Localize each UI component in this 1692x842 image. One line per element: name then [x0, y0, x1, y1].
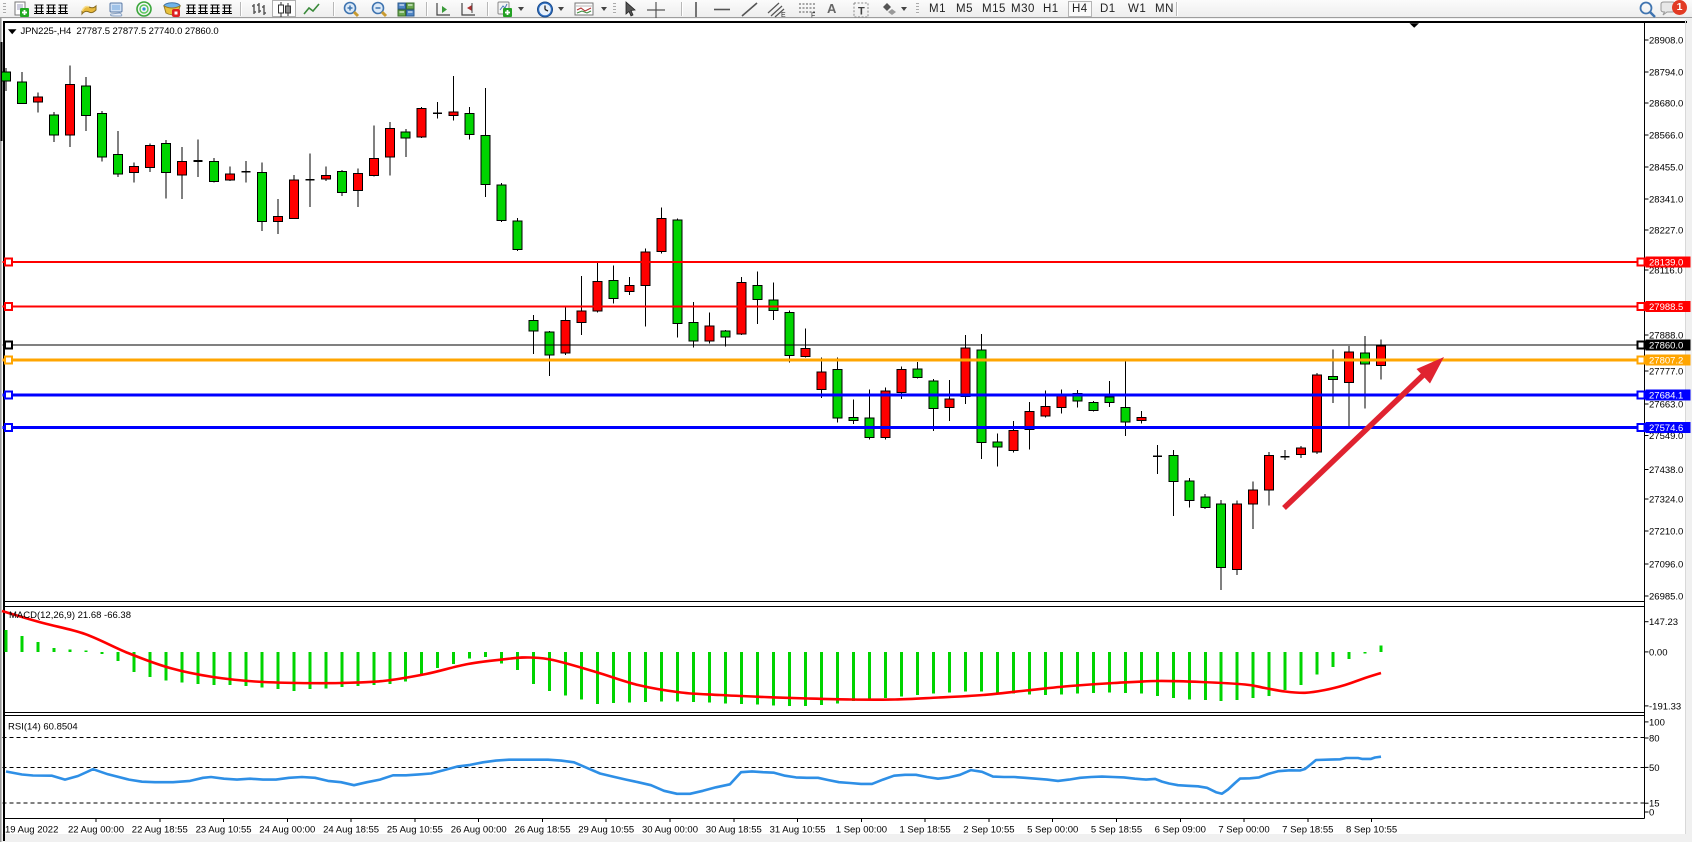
- svg-text:30 Aug 18:55: 30 Aug 18:55: [706, 825, 762, 836]
- svg-text:30 Aug 00:00: 30 Aug 00:00: [642, 825, 698, 836]
- svg-text:147.23: 147.23: [1649, 617, 1678, 628]
- svg-text:27549.0: 27549.0: [1649, 431, 1683, 442]
- svg-text:-191.33: -191.33: [1649, 701, 1681, 712]
- svg-text:27210.0: 27210.0: [1649, 527, 1683, 538]
- svg-text:27988.5: 27988.5: [1649, 302, 1683, 313]
- svg-text:19 Aug 2022: 19 Aug 2022: [5, 825, 58, 836]
- svg-text:0: 0: [1649, 808, 1654, 819]
- svg-text:28680.0: 28680.0: [1649, 99, 1683, 110]
- svg-text:28566.0: 28566.0: [1649, 131, 1683, 142]
- svg-text:15: 15: [1649, 799, 1660, 810]
- svg-text:27860.0: 27860.0: [1649, 341, 1683, 352]
- svg-text:31 Aug 10:55: 31 Aug 10:55: [770, 825, 826, 836]
- svg-text:24 Aug 00:00: 24 Aug 00:00: [259, 825, 315, 836]
- svg-text:27324.0: 27324.0: [1649, 495, 1683, 506]
- svg-text:28227.0: 28227.0: [1649, 226, 1683, 237]
- svg-text:28341.0: 28341.0: [1649, 195, 1683, 206]
- svg-text:50: 50: [1649, 763, 1660, 774]
- svg-text:26 Aug 18:55: 26 Aug 18:55: [515, 825, 571, 836]
- svg-text:5 Sep 00:00: 5 Sep 00:00: [1027, 825, 1078, 836]
- svg-text:RSI(14) 60.8504: RSI(14) 60.8504: [8, 721, 78, 732]
- svg-text:27888.0: 27888.0: [1649, 331, 1683, 342]
- svg-text:T: T: [858, 6, 865, 18]
- svg-text:24 Aug 18:55: 24 Aug 18:55: [323, 825, 379, 836]
- svg-text:28455.0: 28455.0: [1649, 163, 1683, 174]
- svg-text:23 Aug 10:55: 23 Aug 10:55: [196, 825, 252, 836]
- svg-text:27807.2: 27807.2: [1649, 355, 1683, 366]
- svg-text:6 Sep 09:00: 6 Sep 09:00: [1155, 825, 1206, 836]
- svg-text:27096.0: 27096.0: [1649, 560, 1683, 571]
- svg-text:5 Sep 18:55: 5 Sep 18:55: [1091, 825, 1142, 836]
- svg-text:E: E: [781, 12, 786, 18]
- svg-text:26985.0: 26985.0: [1649, 592, 1683, 603]
- svg-text:JPN225-,H4 27787.5 27877.5 27: JPN225-,H4 27787.5 27877.5 27740.0 27860…: [21, 26, 219, 37]
- svg-text:100: 100: [1649, 717, 1665, 728]
- svg-text:25 Aug 10:55: 25 Aug 10:55: [387, 825, 443, 836]
- svg-text:27684.1: 27684.1: [1649, 390, 1683, 401]
- svg-text:7 Sep 00:00: 7 Sep 00:00: [1218, 825, 1269, 836]
- svg-text:28139.0: 28139.0: [1649, 258, 1683, 269]
- svg-text:27663.0: 27663.0: [1649, 400, 1683, 411]
- svg-text:2 Sep 10:55: 2 Sep 10:55: [963, 825, 1014, 836]
- svg-text:26 Aug 00:00: 26 Aug 00:00: [451, 825, 507, 836]
- svg-text:28908.0: 28908.0: [1649, 36, 1683, 47]
- svg-text:1 Sep 00:00: 1 Sep 00:00: [836, 825, 887, 836]
- svg-text:80: 80: [1649, 734, 1660, 745]
- svg-text:MACD(12,26,9) 21.68 -66.38: MACD(12,26,9) 21.68 -66.38: [9, 610, 131, 621]
- svg-text:8 Sep 10:55: 8 Sep 10:55: [1346, 825, 1397, 836]
- svg-text:28116.0: 28116.0: [1649, 266, 1683, 277]
- svg-text:1 Sep 18:55: 1 Sep 18:55: [899, 825, 950, 836]
- svg-text:22 Aug 00:00: 22 Aug 00:00: [68, 825, 124, 836]
- svg-text:27777.0: 27777.0: [1649, 367, 1683, 378]
- svg-text:29 Aug 10:55: 29 Aug 10:55: [578, 825, 634, 836]
- svg-text:7 Sep 18:55: 7 Sep 18:55: [1282, 825, 1333, 836]
- svg-text:0.00: 0.00: [1649, 647, 1668, 658]
- svg-text:F: F: [811, 13, 815, 19]
- svg-text:27574.6: 27574.6: [1649, 423, 1683, 434]
- svg-text:27438.0: 27438.0: [1649, 465, 1683, 476]
- svg-text:28794.0: 28794.0: [1649, 68, 1683, 79]
- svg-text:22 Aug 18:55: 22 Aug 18:55: [132, 825, 188, 836]
